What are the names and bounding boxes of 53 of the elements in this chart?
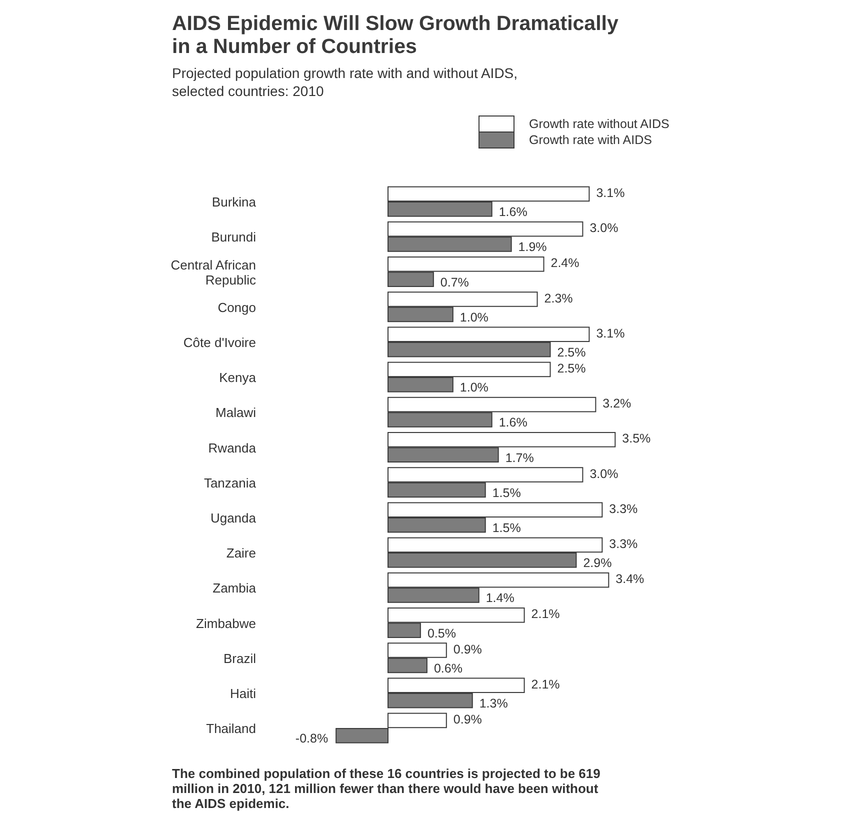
data-label: 0.9% bbox=[453, 712, 482, 726]
data-label: 1.0% bbox=[460, 310, 488, 324]
y-tick-label: Burundi bbox=[211, 229, 256, 244]
data-label: 3.5% bbox=[622, 432, 651, 446]
data-label: 2.1% bbox=[531, 607, 560, 622]
data-label: 1.3% bbox=[479, 696, 508, 711]
data-label: 0.6% bbox=[434, 661, 462, 676]
y-tick-label: Zambia bbox=[212, 580, 257, 596]
data-label: 1.4% bbox=[486, 591, 514, 606]
data-label: 0.5% bbox=[427, 626, 456, 640]
data-label: 3.3% bbox=[609, 536, 638, 551]
data-label: 2.5% bbox=[557, 361, 586, 376]
y-tick-label: Malawi bbox=[216, 404, 256, 420]
data-label: -0.8% bbox=[295, 732, 328, 746]
data-label: 2.5% bbox=[557, 346, 586, 360]
y-tick-label: Zimbabwe bbox=[196, 615, 256, 630]
legend-label: Growth rate without AIDS bbox=[529, 117, 670, 131]
data-label: 3.1% bbox=[596, 326, 625, 340]
data-label: 0.7% bbox=[440, 275, 469, 290]
data-label: 1.6% bbox=[498, 416, 528, 430]
data-label: 0.9% bbox=[453, 642, 482, 656]
data-label: 1.7% bbox=[505, 450, 534, 465]
data-label: 3.2% bbox=[602, 396, 632, 411]
y-tick-label: Rwanda bbox=[208, 440, 257, 455]
chart-subtitle: Projected population growth rate with and without AIDS, selected countries: 2010 bbox=[172, 65, 518, 99]
data-label: 1.5% bbox=[492, 521, 521, 536]
y-tick-label: Brazil bbox=[223, 650, 256, 666]
y-tick-label: Côte d'Ivoire bbox=[183, 334, 256, 350]
y-tick-label: Kenya bbox=[219, 370, 257, 385]
data-label: 2.4% bbox=[550, 256, 580, 270]
y-tick-label: Congo bbox=[218, 299, 256, 314]
y-tick-label: Uganda bbox=[210, 510, 257, 525]
data-label: 3.0% bbox=[590, 221, 618, 236]
y-tick-label: Haiti bbox=[230, 685, 256, 700]
data-label: 3.3% bbox=[609, 502, 638, 516]
data-label: 3.0% bbox=[590, 466, 618, 481]
data-label: 2.3% bbox=[544, 291, 573, 306]
data-label: 1.9% bbox=[518, 240, 547, 254]
y-tick-label: Tanzania bbox=[204, 474, 257, 490]
data-label: 1.5% bbox=[492, 486, 521, 500]
data-label: 3.4% bbox=[616, 572, 644, 586]
chart-title: AIDS Epidemic Will Slow Growth Dramatically in a Number of Countries bbox=[172, 12, 619, 58]
y-tick-label: Thailand bbox=[206, 720, 256, 736]
y-tick-label: Burkina bbox=[212, 194, 257, 210]
y-tick-label: Zaire bbox=[226, 545, 256, 560]
data-label: 3.1% bbox=[596, 186, 625, 200]
legend-label: Growth rate with AIDS bbox=[529, 133, 652, 147]
data-label: 2.1% bbox=[531, 677, 560, 692]
text: The combined population of these 16 countries is projected to be 619 million in 2010, 121 million fewer than there would have been without the AIDS epidemic. bbox=[172, 766, 600, 811]
data-label: 2.9% bbox=[583, 556, 612, 570]
data-label: 1.0% bbox=[460, 380, 488, 395]
y-tick-label: Central African Republic bbox=[170, 256, 256, 287]
data-label: 1.6% bbox=[498, 205, 528, 220]
